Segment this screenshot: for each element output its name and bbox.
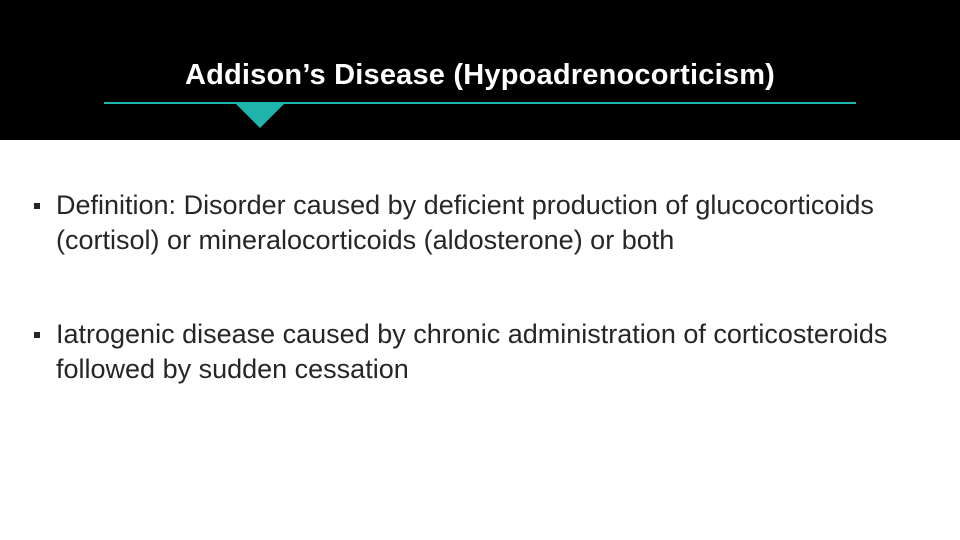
- content-area: Definition: Disorder caused by deficient…: [34, 188, 926, 446]
- slide: Addison’s Disease (Hypoadrenocorticism) …: [0, 0, 960, 540]
- bullet-icon: [34, 203, 40, 209]
- slide-title: Addison’s Disease (Hypoadrenocorticism): [185, 59, 775, 92]
- bullet-icon: [34, 332, 40, 338]
- list-item: Iatrogenic disease caused by chronic adm…: [34, 317, 926, 386]
- bullet-text: Iatrogenic disease caused by chronic adm…: [56, 317, 926, 386]
- bullet-text: Definition: Disorder caused by deficient…: [56, 188, 926, 257]
- title-bar: Addison’s Disease (Hypoadrenocorticism): [104, 46, 856, 104]
- title-underline: [104, 102, 856, 104]
- list-item: Definition: Disorder caused by deficient…: [34, 188, 926, 257]
- title-notch-icon: [236, 104, 284, 128]
